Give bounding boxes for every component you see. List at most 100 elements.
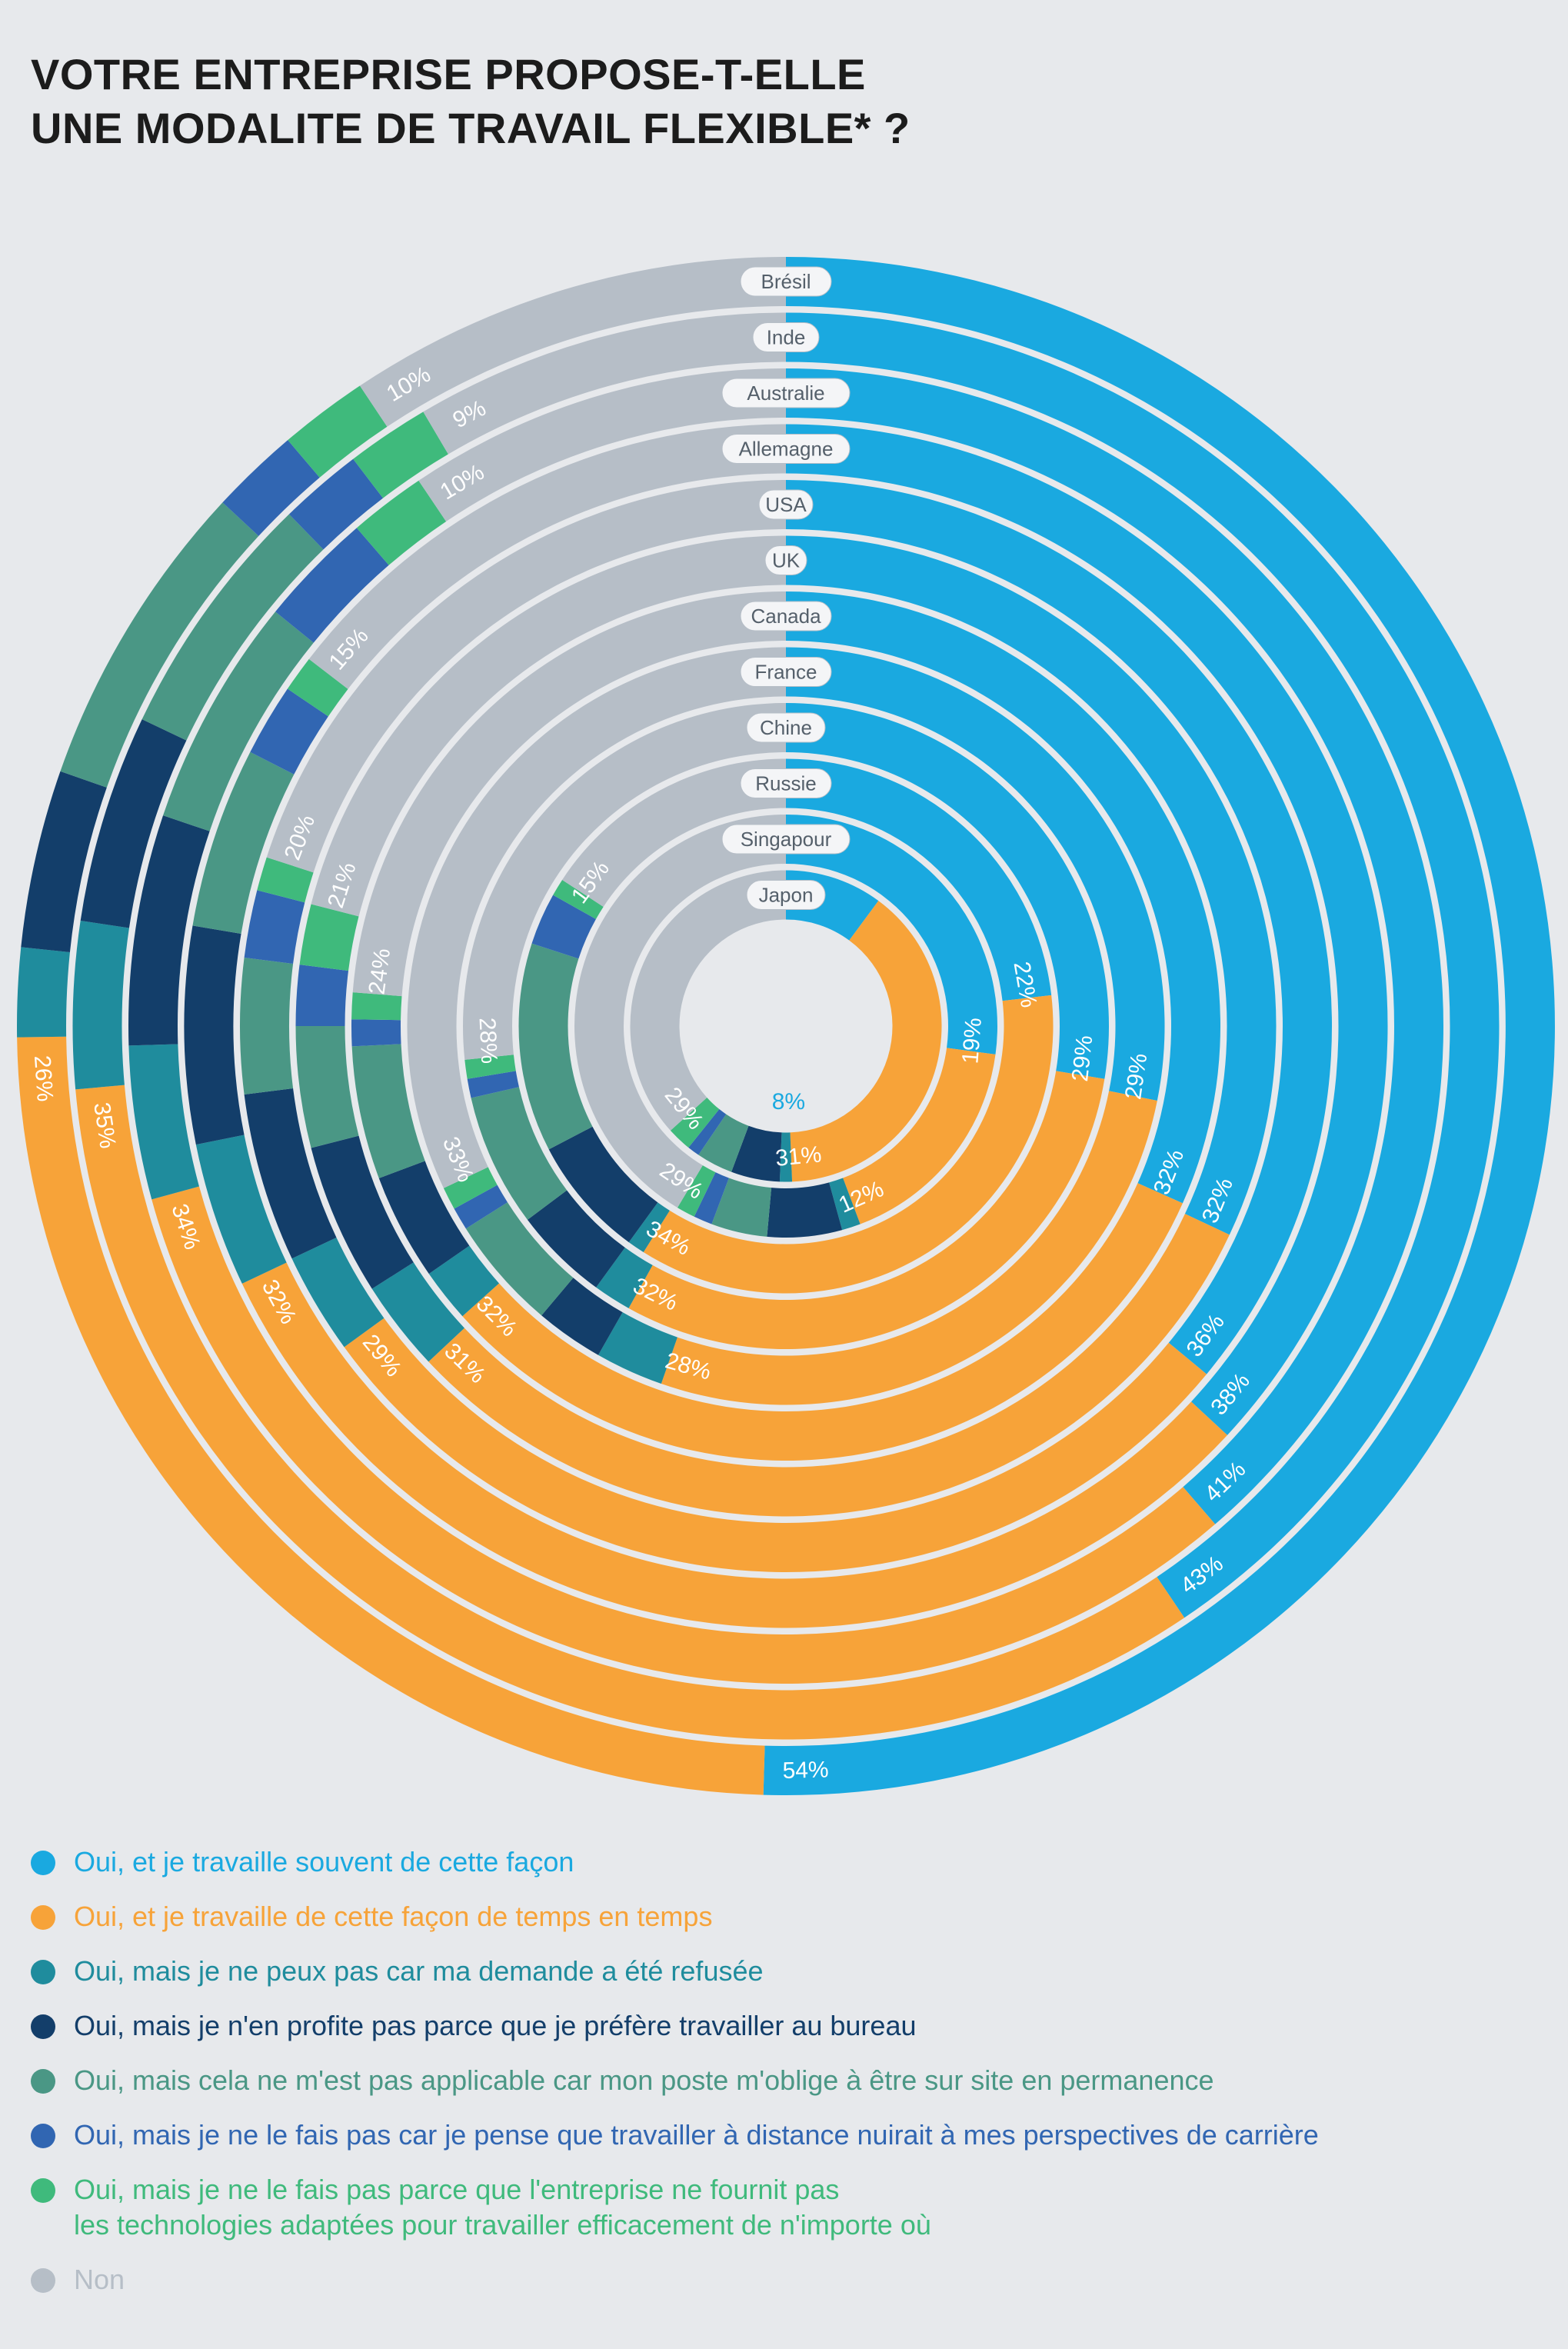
legend-item: Oui, mais je ne le fais pas car je pense… xyxy=(31,2117,1553,2153)
segment-allemagne-s5 xyxy=(250,688,328,775)
segment-allemagne-s4 xyxy=(192,751,295,935)
segment-brésil-s5 xyxy=(222,440,320,536)
segment-canada-s3 xyxy=(378,1161,470,1274)
legend-label: Non xyxy=(74,2262,125,2297)
segment-uk-s3 xyxy=(311,1135,414,1289)
legend-item: Oui, et je travaille souvent de cette fa… xyxy=(31,1844,1553,1880)
legend-label-line: Oui, mais cela ne m'est pas applicable c… xyxy=(74,2064,1214,2096)
ring-france: 29%28%33% xyxy=(407,647,1165,1405)
legend: Oui, et je travaille souvent de cette fa… xyxy=(31,1844,1553,2317)
country-label: Australie xyxy=(747,382,824,405)
segment-inde-s7 xyxy=(423,312,786,455)
country-tag-singapour: Singapour xyxy=(721,824,851,855)
segment-uk-s1 xyxy=(428,1214,1230,1517)
legend-dot-icon xyxy=(31,1851,55,1875)
segment-canada-s1 xyxy=(462,1183,1183,1461)
country-tag-uk: UK xyxy=(764,545,807,575)
segment-uk-s2 xyxy=(371,1262,464,1362)
legend-item: Oui, mais cela ne m'est pas applicable c… xyxy=(31,2063,1553,2098)
ring-canada: 32%32%24% xyxy=(351,591,1220,1461)
segment-australie-s7 xyxy=(418,368,786,521)
legend-label: Oui, mais je n'en profite pas parce que … xyxy=(74,2008,917,2044)
country-label: Canada xyxy=(751,605,821,628)
segment-japon-s5 xyxy=(688,1109,727,1155)
segment-france-s7 xyxy=(407,647,786,1188)
segment-canada-s5 xyxy=(351,1019,401,1047)
segment-brésil-s3 xyxy=(21,771,107,952)
legend-label: Oui, et je travaille souvent de cette fa… xyxy=(74,1844,574,1880)
value-label-brésil-s0: 54% xyxy=(782,1757,829,1784)
segment-singapour-s6 xyxy=(677,1165,716,1217)
country-tag-japon: Japon xyxy=(746,880,826,910)
segment-france-s2 xyxy=(598,1312,677,1384)
segment-france-s1 xyxy=(661,1091,1157,1405)
segment-uk-s0 xyxy=(786,535,1277,1235)
legend-dot-icon xyxy=(31,1960,55,1984)
segment-russie-s2 xyxy=(628,1202,670,1253)
country-tag-usa: USA xyxy=(758,489,814,520)
segment-australie-s1 xyxy=(151,1186,1216,1684)
value-label-canada-s7: 24% xyxy=(364,947,395,996)
legend-label-line: Oui, et je travaille souvent de cette fa… xyxy=(74,1846,574,1878)
segment-usa-s7 xyxy=(266,480,786,873)
value-label-japon-s1: 31% xyxy=(774,1141,823,1171)
legend-label-line: les technologies adaptées pour travaille… xyxy=(74,2209,931,2241)
segment-inde-s6 xyxy=(353,411,448,498)
country-tag-russie: Russie xyxy=(740,768,832,798)
country-tag-france: France xyxy=(740,657,832,687)
segment-chine-s4 xyxy=(471,1087,568,1220)
segment-chine-s3 xyxy=(527,1190,625,1288)
segment-russie-s6 xyxy=(553,879,604,919)
legend-label-line: Oui, mais je ne peux pas car ma demande … xyxy=(74,1955,764,1987)
segment-allemagne-s0 xyxy=(786,424,1388,1435)
segment-usa-s4 xyxy=(240,958,294,1095)
ring-singapour: 19%12%29% xyxy=(574,815,997,1238)
country-tag-chine: Chine xyxy=(746,712,826,743)
legend-dot-icon xyxy=(31,2069,55,2094)
segment-canada-s4 xyxy=(351,1044,425,1178)
segment-canada-s0 xyxy=(786,591,1220,1204)
segment-russie-s5 xyxy=(531,895,596,959)
legend-item: Oui, et je travaille de cette façon de t… xyxy=(31,1899,1553,1934)
segment-chine-s2 xyxy=(596,1248,653,1308)
value-label-singapour-s0: 19% xyxy=(957,1017,987,1065)
ring-japon: 8%31%29% xyxy=(630,870,942,1182)
segment-australie-s5 xyxy=(275,528,389,643)
legend-item: Oui, mais je ne peux pas car ma demande … xyxy=(31,1954,1553,1989)
segment-chine-s0 xyxy=(786,703,1110,1079)
segment-japon-s7 xyxy=(630,870,786,1131)
segment-canada-s7 xyxy=(352,591,787,997)
segment-uk-s6 xyxy=(299,904,359,971)
legend-label: Oui, mais je ne le fais pas parce que l'… xyxy=(74,2172,931,2243)
segment-inde-s3 xyxy=(80,719,187,928)
legend-item: Oui, mais je ne le fais pas parce que l'… xyxy=(31,2172,1553,2243)
segment-singapour-s1 xyxy=(843,1048,996,1224)
segment-usa-s0 xyxy=(786,480,1332,1374)
country-tag-brésil: Brésil xyxy=(740,266,832,297)
segment-singapour-s7 xyxy=(574,815,786,1208)
legend-label-line: Non xyxy=(74,2264,125,2295)
legend-dot-icon xyxy=(31,2014,55,2039)
value-label-brésil-s1: 26% xyxy=(29,1055,58,1102)
segment-inde-s4 xyxy=(141,514,324,741)
legend-label: Oui, mais je ne le fais pas car je pense… xyxy=(74,2117,1319,2153)
legend-dot-icon xyxy=(31,2268,55,2293)
ring-australie: 41%34%10% xyxy=(128,368,1443,1684)
legend-label: Oui, mais je ne peux pas car ma demande … xyxy=(74,1954,764,1989)
radial-chart: 54%26%10%43%35%9%41%34%10%38%32%15%36%29… xyxy=(17,257,1555,1795)
legend-label-line: Oui, mais je ne le fais pas parce que l'… xyxy=(74,2174,840,2205)
chart-title-line-1: VOTRE ENTREPRISE PROPOSE-T-ELLE xyxy=(31,50,866,98)
segment-brésil-s1 xyxy=(17,1036,765,1795)
segment-france-s0 xyxy=(786,647,1165,1101)
segment-russie-s7 xyxy=(562,758,786,907)
segment-australie-s0 xyxy=(786,368,1443,1524)
segment-chine-s6 xyxy=(464,1055,516,1079)
segment-uk-s7 xyxy=(311,535,786,917)
segment-canada-s2 xyxy=(428,1245,499,1317)
segment-france-s6 xyxy=(443,1167,498,1209)
legend-item: Non xyxy=(31,2262,1553,2297)
country-label: UK xyxy=(772,549,801,572)
legend-label-line: Oui, et je travaille de cette façon de t… xyxy=(74,1901,713,1932)
segment-uk-s4 xyxy=(295,1026,359,1148)
segment-russie-s3 xyxy=(548,1126,658,1243)
